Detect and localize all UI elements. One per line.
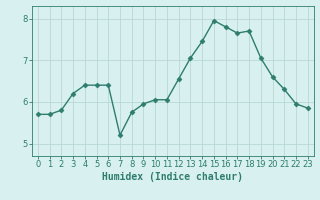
X-axis label: Humidex (Indice chaleur): Humidex (Indice chaleur) [102,172,243,182]
